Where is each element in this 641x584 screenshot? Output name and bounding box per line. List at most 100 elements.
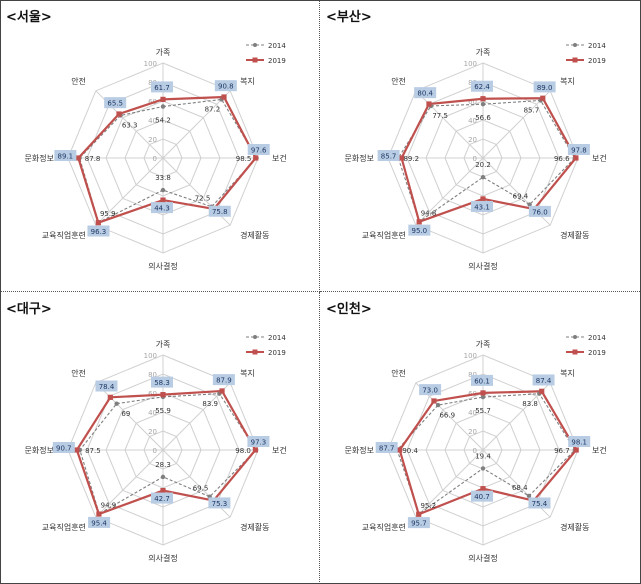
series-2019-point [107, 394, 113, 400]
legend-2019-label: 2019 [588, 349, 606, 357]
series-2014-line [397, 99, 576, 223]
axis-label: 의사결정 [148, 553, 177, 563]
data-label-2014: 83.9 [202, 400, 218, 408]
series-2019-point [416, 219, 422, 225]
panel-incheon: <인천> 020406080100가족복지보건경제활동의사결정교육직업훈련문화정… [320, 292, 640, 584]
axis-label: 교육직업훈련 [362, 230, 406, 240]
axis-spoke [482, 90, 551, 159]
data-label-2019-box [151, 202, 173, 214]
data-label-2019-box [247, 144, 270, 155]
data-label-2014: 63.3 [122, 122, 138, 130]
series-2019-point [219, 388, 225, 394]
axis-spoke [95, 157, 164, 226]
axis-label: 문화정보 [25, 445, 54, 455]
axis-label: 보건 [272, 445, 287, 455]
tick-label: 0 [473, 447, 477, 455]
data-label-2019-box [208, 205, 231, 217]
tick-label: 100 [144, 352, 157, 360]
series-2019-point [426, 101, 432, 107]
tick-label: 0 [473, 155, 477, 163]
series-2014-line [78, 98, 258, 224]
data-label-2014: 96.6 [554, 155, 570, 163]
data-label-2019-box [568, 436, 591, 447]
axis-label: 문화정보 [345, 153, 374, 163]
data-label-2019-box [471, 490, 493, 502]
data-label-2019-box [567, 144, 590, 155]
series-2019-point [96, 511, 102, 517]
data-label-2019: 44.3 [154, 205, 170, 213]
data-label-2019-box [419, 384, 442, 396]
data-label-2019: 87.4 [536, 377, 552, 385]
data-label-2019-box [87, 225, 110, 237]
data-label-2014: 95.2 [420, 502, 436, 510]
axis-label: 문화정보 [25, 153, 54, 163]
data-label-2019: 95.4 [91, 519, 107, 527]
data-label-2019: 58.3 [154, 379, 170, 387]
panel-seoul: <서울> 020406080100가족복지보건경제활동의사결정교육직업훈련문화정… [0, 0, 320, 292]
series-2019-point [480, 390, 486, 396]
series-2019-point [539, 388, 545, 394]
radar-chart-incheon: 020406080100가족복지보건경제활동의사결정교육직업훈련문화정보안전55… [345, 334, 607, 563]
data-label-2019-box [471, 80, 493, 92]
data-label-2019-box [407, 517, 430, 529]
data-label-2014: 72.5 [195, 195, 211, 203]
data-label-2019-box [214, 80, 237, 92]
axis-label: 보건 [592, 445, 607, 455]
data-label-2019: 89.1 [58, 153, 74, 161]
series-2019-point [253, 155, 259, 161]
series-2019-point [252, 447, 259, 453]
axis-spoke [415, 157, 484, 226]
axis-label: 복지 [240, 369, 255, 378]
axis-label: 가족 [476, 340, 491, 349]
tick-label: 100 [144, 60, 157, 68]
axis-label: 경제활동 [240, 230, 269, 240]
legend-2019-marker [252, 57, 258, 63]
axis-label: 문화정보 [345, 445, 374, 455]
axis-label: 의사결정 [468, 261, 497, 271]
data-label-2019-box [528, 205, 551, 217]
data-label-2014: 83.8 [522, 400, 538, 408]
axis-label: 보건 [592, 153, 607, 163]
series-2019-point [397, 447, 403, 453]
data-label-2019: 61.7 [154, 84, 170, 92]
data-label-2019: 90.7 [56, 445, 72, 453]
data-label-2019-box [414, 87, 437, 99]
legend-2014-label: 2014 [588, 334, 606, 342]
axis-label: 가족 [476, 48, 491, 57]
data-label-2014: 33.8 [155, 174, 171, 182]
series-2014-point [160, 187, 166, 193]
data-label-2014: 94.8 [421, 209, 437, 217]
series-2019-point [116, 111, 122, 117]
data-label-2014: 66.9 [439, 411, 455, 419]
data-label-2014: 69.5 [193, 484, 209, 492]
axis-label: 보건 [272, 153, 287, 163]
legend-2014-marker [253, 335, 257, 339]
series-2019-point [480, 96, 486, 102]
data-label-2019: 42.7 [154, 495, 170, 503]
series-2014-point [160, 104, 166, 109]
data-label-2014: 56.6 [475, 114, 491, 122]
data-label-2019-box [532, 374, 555, 386]
data-label-2019-box [408, 224, 431, 236]
data-label-2014: 77.5 [432, 112, 448, 120]
data-label-2019-box [471, 374, 493, 386]
data-label-2019: 78.4 [99, 383, 115, 391]
data-label-2019: 80.4 [417, 90, 433, 98]
data-label-2019: 43.1 [474, 203, 490, 211]
data-label-2019-box [247, 436, 270, 447]
data-label-2014: 69.4 [513, 192, 529, 200]
data-label-2014: 89.2 [403, 155, 419, 163]
series-2019-point [480, 486, 486, 492]
tick-label: 40 [468, 409, 477, 417]
radar-chart-seoul: 020406080100가족복지보건경제활동의사결정교육직업훈련문화정보안전54… [25, 42, 287, 271]
data-label-2019-box [212, 374, 235, 386]
series-2014-point [526, 493, 532, 499]
data-label-2019: 73.0 [422, 387, 438, 395]
data-label-2019: 87.9 [216, 377, 232, 385]
data-label-2019: 95.0 [412, 227, 428, 235]
legend-2019-marker [572, 57, 578, 63]
data-label-2019: 89.0 [537, 84, 553, 92]
legend-2014-label: 2014 [268, 334, 286, 342]
